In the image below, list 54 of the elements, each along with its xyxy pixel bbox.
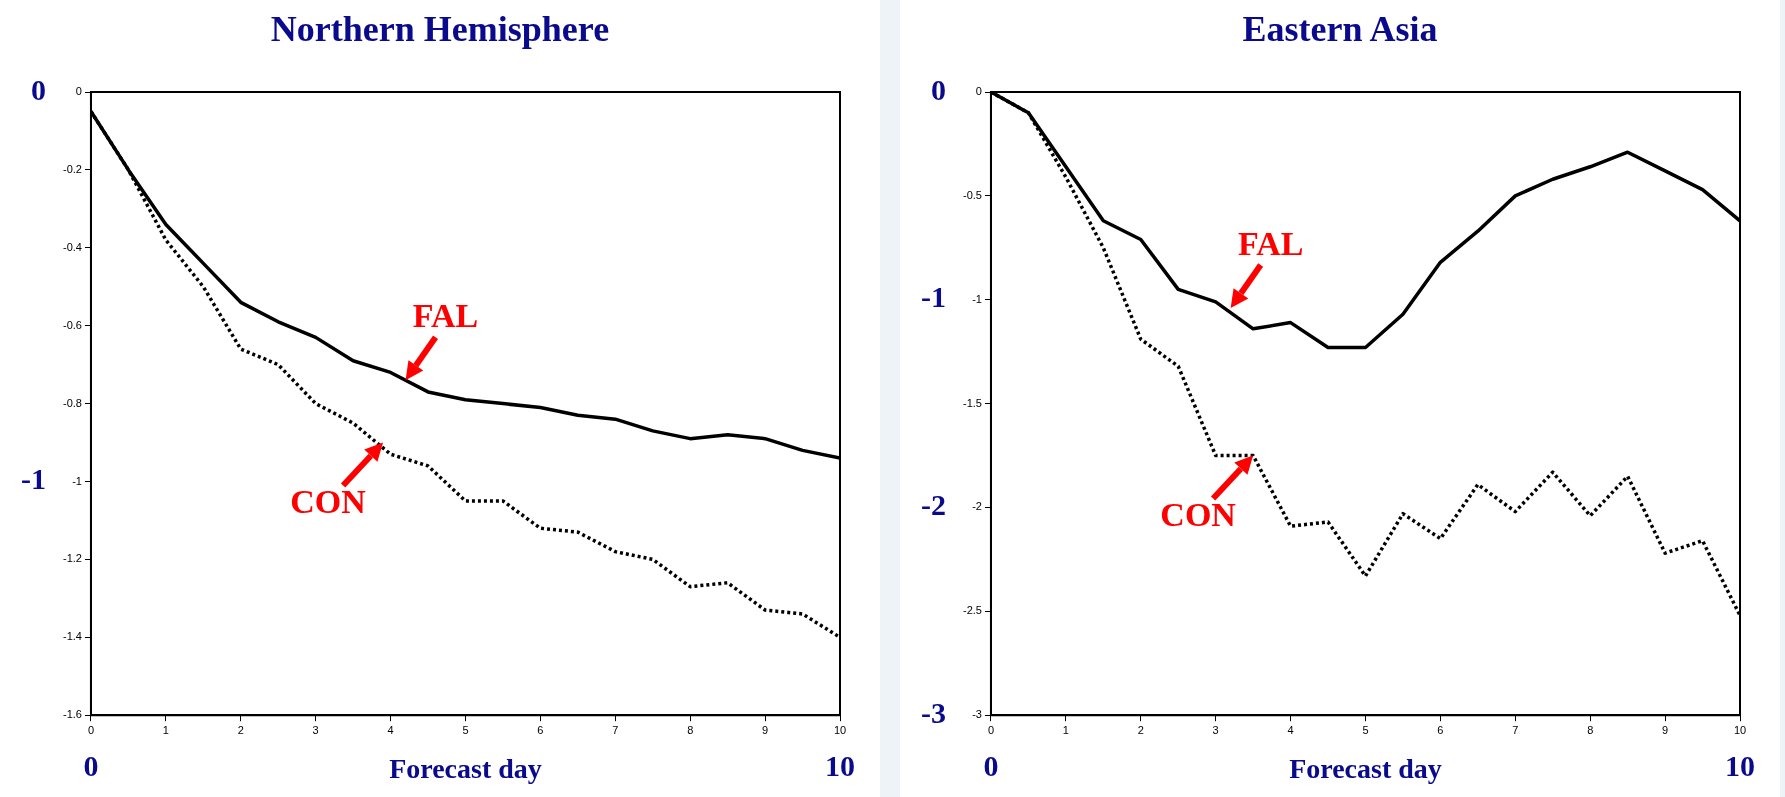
y-tick-label: 0: [75, 85, 82, 98]
x-tick-label: 5: [1362, 723, 1369, 736]
text: 10: [1725, 748, 1755, 782]
y2-tick-label: 0: [930, 72, 946, 106]
x-axis-title: Forecast day: [389, 753, 542, 785]
y-tick-label: -0.2: [62, 162, 82, 175]
x-tick-label: 5: [462, 723, 469, 736]
annotation: FAL: [1237, 224, 1304, 262]
x-tick-label: 2: [237, 723, 244, 736]
x-tick-label: 6: [537, 723, 544, 736]
x-tick-label: 8: [1587, 723, 1594, 736]
y2-tick-label: -1: [20, 462, 46, 496]
x-tick-label: 10: [1733, 723, 1747, 736]
x-tick-label: 1: [1062, 723, 1069, 736]
y2-tick-label: -2: [920, 488, 946, 522]
x-tick-label: 10: [833, 723, 847, 736]
x-tick-label: 6: [1437, 723, 1444, 736]
annotation: FAL: [412, 297, 479, 335]
x-tick-label: 3: [1212, 723, 1219, 736]
x-tick-label: 7: [612, 723, 619, 736]
x-tick-label: 7: [1512, 723, 1519, 736]
y-tick-label: 0: [975, 85, 982, 98]
x-tick-label: 1: [162, 723, 169, 736]
x-axis-title: Forecast day: [1289, 753, 1442, 785]
y2-tick-label: 0: [30, 72, 46, 106]
x-tick-label: 0: [87, 723, 95, 736]
y-tick-label: -2.5: [962, 604, 982, 617]
y-tick-label: -3: [972, 708, 982, 721]
y-tick-label: -1.5: [962, 396, 982, 409]
y2-tick-label: -3: [920, 695, 946, 729]
x-tick-label: 9: [762, 723, 769, 736]
y-tick-label: -1.6: [62, 708, 82, 721]
y-tick-label: -2: [972, 500, 982, 513]
y-tick-label: -0.6: [62, 318, 82, 331]
y-tick-label: -1: [972, 292, 982, 305]
y-tick-label: -0.5: [962, 188, 982, 201]
text: 10: [825, 748, 855, 782]
x-tick-label: 4: [1287, 723, 1294, 736]
x-tick-label: 9: [1662, 723, 1669, 736]
chart-title: Northern Hemisphere: [269, 8, 611, 51]
annotation: CON: [290, 483, 367, 521]
x-tick-label: 0: [987, 723, 995, 736]
y-tick-label: -1.4: [62, 630, 82, 643]
y2-tick-label: -1: [920, 280, 946, 314]
x-tick-label: 4: [387, 723, 394, 736]
x-tick-label: 3: [312, 723, 319, 736]
y-tick-label: -0.4: [62, 240, 82, 253]
chart-title: Eastern Asia: [1241, 8, 1439, 51]
y-tick-label: -0.8: [62, 396, 82, 409]
y-tick-label: -1.2: [62, 552, 82, 565]
y-tick-label: -1: [72, 474, 82, 487]
annotation: CON: [1160, 496, 1237, 534]
x-tick-label: 2: [1137, 723, 1144, 736]
x-tick-label: 8: [687, 723, 694, 736]
